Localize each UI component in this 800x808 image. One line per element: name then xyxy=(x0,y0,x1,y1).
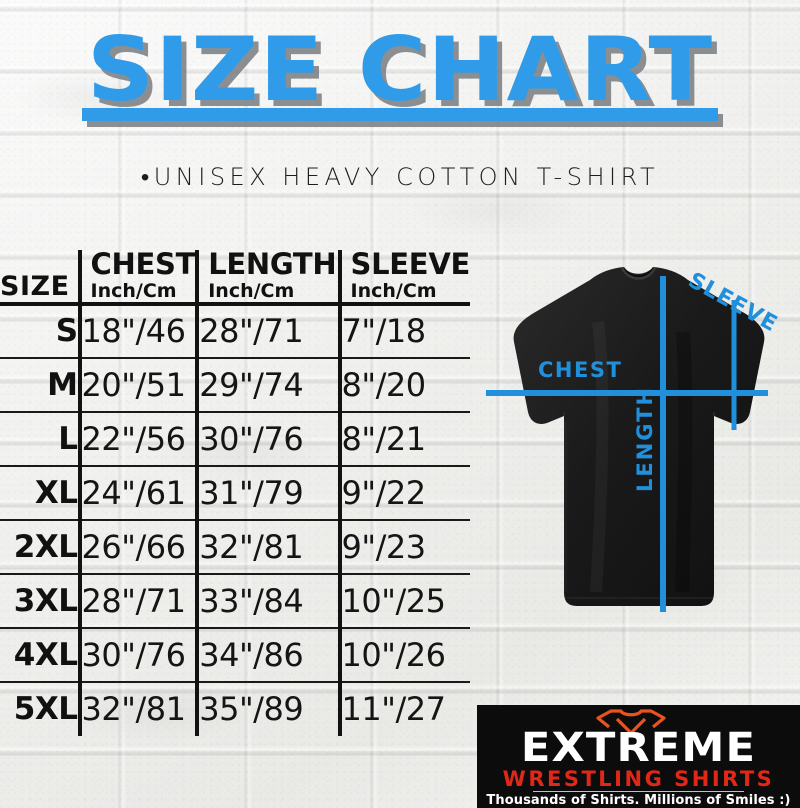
cell-sleeve: 11"/27 xyxy=(337,681,470,736)
cell-sleeve: 8"/20 xyxy=(337,357,470,413)
cell-chest: 24"/61 xyxy=(77,465,198,521)
size-chart-table: SIZE CHEST Inch/Cm LENGTH Inch/Cm SLEEVE… xyxy=(0,247,471,736)
brand-tagline: Thousands of Shirts. Millions of Smiles … xyxy=(486,793,791,808)
cell-chest: 30"/76 xyxy=(77,627,198,683)
cell-length: 33"/84 xyxy=(195,573,340,629)
cell-size: 3XL xyxy=(0,573,80,629)
tshirt-diagram: CHEST LENGTH SLEEVE xyxy=(478,262,800,694)
table-header-row: SIZE CHEST Inch/Cm LENGTH Inch/Cm SLEEVE… xyxy=(0,247,471,306)
table-row: M 20"/51 29"/74 8"/20 xyxy=(0,357,470,413)
column-header-sleeve-name: SLEEVE xyxy=(350,247,471,281)
column-header-chest: CHEST Inch/Cm xyxy=(77,247,198,306)
tshirt-body-shape xyxy=(513,267,765,606)
tshirt-illustration xyxy=(486,267,768,612)
cell-size: M xyxy=(0,357,80,413)
cell-length: 28"/71 xyxy=(195,303,340,359)
table-row: 3XL 28"/71 33"/84 10"/25 xyxy=(0,573,470,629)
brand-name-sub: WRESTLING SHIRTS xyxy=(502,767,775,791)
cell-size: L xyxy=(0,411,80,467)
length-label: LENGTH xyxy=(633,385,657,492)
table-row: 4XL 30"/76 34"/86 10"/26 xyxy=(0,627,470,683)
column-header-size: SIZE xyxy=(0,250,80,306)
table-row: L 22"/56 30"/76 8"/21 xyxy=(0,411,470,467)
brand-logo: EXTREME WRESTLING SHIRTS Thousands of Sh… xyxy=(477,705,800,808)
header-block: SIZE CHART xyxy=(0,18,800,121)
tshirt-outline-icon xyxy=(596,709,666,735)
table-row: 2XL 26"/66 32"/81 9"/23 xyxy=(0,519,470,575)
column-header-length: LENGTH Inch/Cm xyxy=(195,247,340,306)
column-header-chest-unit: Inch/Cm xyxy=(90,279,177,302)
column-header-sleeve: SLEEVE Inch/Cm xyxy=(337,247,471,306)
cell-sleeve: 10"/26 xyxy=(337,627,470,683)
brand-name-main: EXTREME xyxy=(520,725,757,771)
cell-sleeve: 8"/21 xyxy=(337,411,470,467)
table-row: XL 24"/61 31"/79 9"/22 xyxy=(0,465,470,521)
table-body: S 18"/46 28"/71 7"/18 M 20"/51 29"/74 8"/20 L 22"… xyxy=(0,303,470,736)
cell-chest: 28"/71 xyxy=(77,573,198,629)
column-header-chest-name: CHEST xyxy=(90,247,196,281)
cell-chest: 20"/51 xyxy=(77,357,198,413)
cell-size: S xyxy=(0,303,80,359)
cell-size: 5XL xyxy=(13,691,78,728)
cell-sleeve: 9"/22 xyxy=(337,465,470,521)
cell-chest: 22"/56 xyxy=(77,411,198,467)
cell-chest: 18"/46 xyxy=(77,303,198,359)
table-row: 5XL 32"/81 35"/89 11"/27 xyxy=(0,681,470,736)
cell-length: 35"/89 xyxy=(195,681,340,736)
title-underline-bar xyxy=(82,108,718,121)
cell-size: 2XL xyxy=(0,519,80,575)
cell-sleeve: 10"/25 xyxy=(337,573,470,629)
cell-length: 32"/81 xyxy=(195,519,340,575)
cell-chest: 26"/66 xyxy=(77,519,198,575)
cell-length: 30"/76 xyxy=(195,411,340,467)
column-header-length-unit: Inch/Cm xyxy=(208,279,295,302)
column-header-length-name: LENGTH xyxy=(208,247,337,281)
cell-size: XL xyxy=(0,465,80,521)
cell-sleeve: 7"/18 xyxy=(337,303,470,359)
column-header-sleeve-unit: Inch/Cm xyxy=(350,279,437,302)
page-subtitle: •UNISEX HEAVY COTTON T-SHIRT xyxy=(140,163,660,191)
cell-length: 34"/86 xyxy=(195,627,340,683)
cell-length: 31"/79 xyxy=(195,465,340,521)
logo-divider xyxy=(533,791,744,792)
table-header: SIZE CHEST Inch/Cm LENGTH Inch/Cm SLEEVE… xyxy=(0,247,471,306)
page-title: SIZE CHART xyxy=(86,18,714,121)
cell-size: 4XL xyxy=(0,627,80,683)
table-row: S 18"/46 28"/71 7"/18 xyxy=(0,303,470,359)
cell-chest: 32"/81 xyxy=(77,681,198,736)
cell-sleeve: 9"/23 xyxy=(337,519,470,575)
brand-logo-inner: EXTREME WRESTLING SHIRTS Thousands of Sh… xyxy=(477,705,800,808)
chest-label: CHEST xyxy=(538,358,623,382)
cell-length: 29"/74 xyxy=(195,357,340,413)
